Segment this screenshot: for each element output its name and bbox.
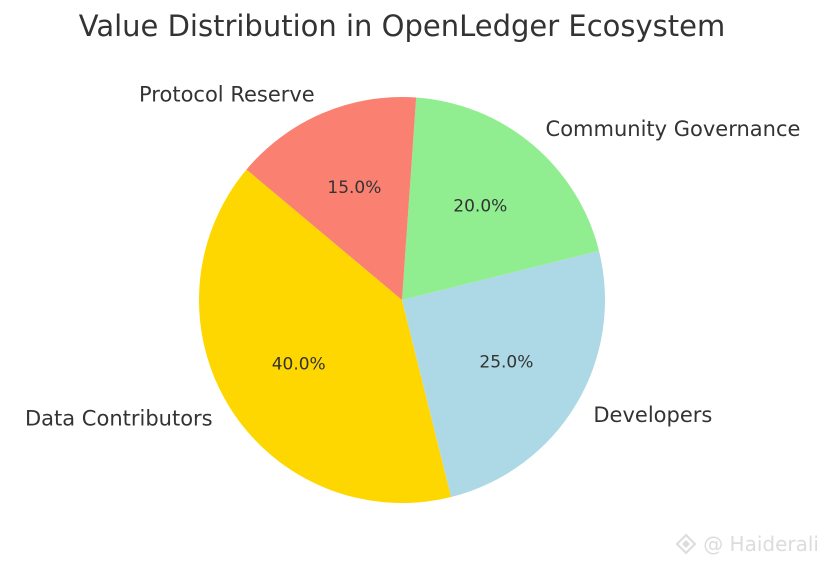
pie-category-label: Protocol Reserve	[139, 82, 315, 106]
diamond-logo-icon	[675, 533, 697, 555]
pie-labels: 40.0% Data Contributors 25.0% Developers 20.…	[25, 82, 800, 430]
pie-category-label: Community Governance	[546, 117, 801, 141]
pie-percent-label: 15.0%	[327, 178, 381, 198]
pie-slice-community-governance	[402, 97, 599, 300]
chart-title: Value Distribution in OpenLedger Ecosyst…	[79, 9, 726, 43]
pie-slices	[199, 97, 606, 504]
pie-percent-label: 40.0%	[272, 355, 326, 375]
watermark: @ Haiderali	[675, 532, 819, 556]
pie-slice-protocol-reserve	[246, 97, 417, 301]
watermark-text: @ Haiderali	[703, 532, 819, 556]
pie-percent-label: 20.0%	[453, 197, 507, 217]
pie-slice-data-contributors	[199, 169, 452, 504]
pie-category-label: Developers	[593, 403, 712, 427]
pie-percent-label: 25.0%	[479, 353, 533, 373]
pie-category-label: Data Contributors	[25, 406, 213, 430]
pie-slice-developers	[402, 250, 606, 497]
